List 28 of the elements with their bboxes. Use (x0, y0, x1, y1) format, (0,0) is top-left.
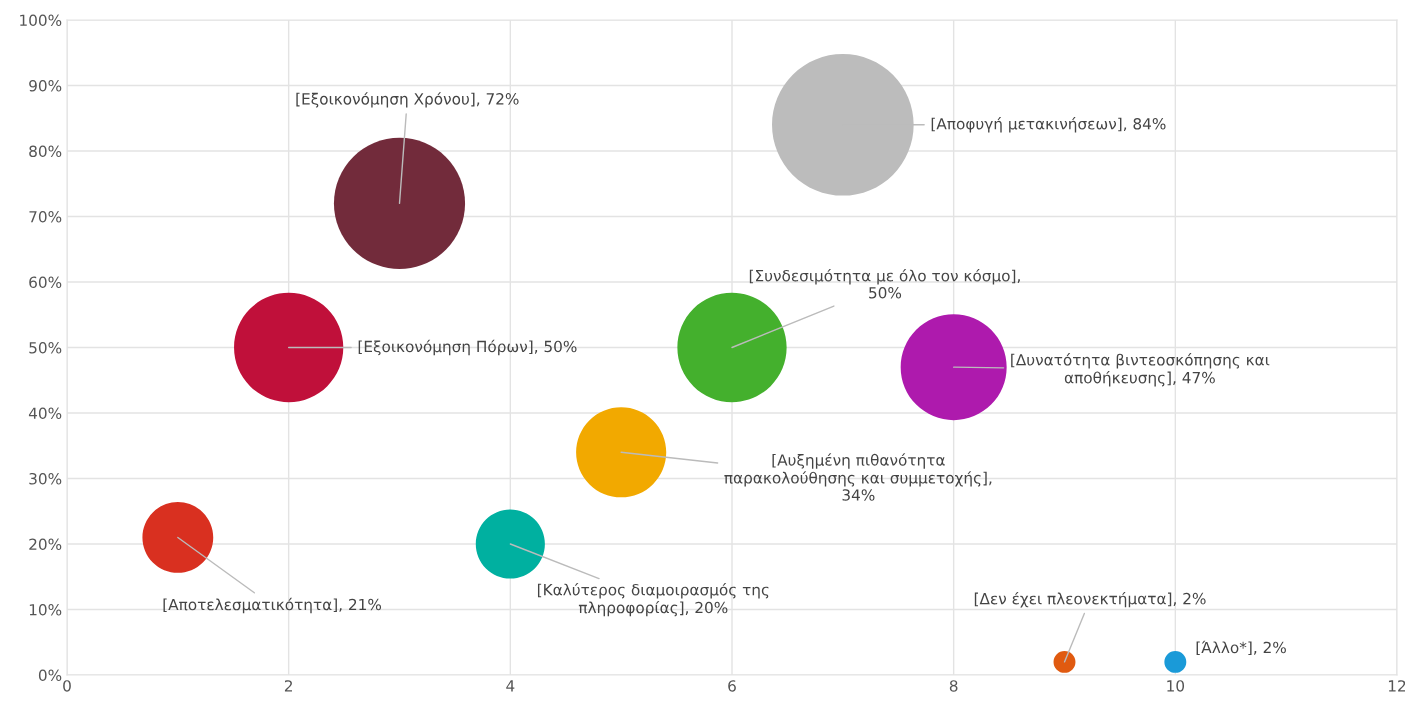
y-tick-label: 70% (29, 210, 62, 223)
y-tick-label: 90% (29, 79, 62, 92)
annotation: [Δεν έχει πλεονεκτήματα], 2% (974, 591, 1206, 608)
y-tick-label: 30% (29, 472, 62, 485)
annotation: [Αποφυγή μετακινήσεων], 84% (931, 117, 1166, 133)
y-tick-label: 0% (38, 669, 62, 682)
x-tick-label: 6 (728, 680, 736, 692)
annotation: [Καλύτερος διαμοιρασμός της πληροφορίας], 20% (537, 583, 769, 617)
annotation: [Άλλο*], 2% (1196, 640, 1286, 656)
y-tick-label: 10% (29, 603, 62, 616)
annotation: [Αυξημένη πιθανότητα παρακολούθησης και συμμετοχής], 34% (724, 453, 992, 501)
y-tick-label: 40% (28, 407, 62, 420)
annotation: [Συνδεσιμότητα με όλο τον κόσμο], 50% (749, 269, 1020, 299)
x-tick-label: 12 (1388, 680, 1405, 692)
y-tick-label: 100% (20, 14, 62, 27)
x-tick-label: 2 (284, 680, 292, 692)
annotation: [Δυνατότητα βιντεοσκόπησης και αποθήκευσης], 47% (1011, 353, 1270, 387)
annotation: [Αποτελεσματικότητα], 21% (163, 597, 382, 614)
y-tick-label: 60% (29, 276, 62, 289)
y-tick-label: 20% (29, 538, 62, 551)
annotation: [Εξοικονόμηση Πόρων], 50% (358, 339, 577, 356)
y-tick-label: 50% (29, 341, 62, 354)
x-tick-label: 4 (506, 680, 515, 692)
y-tick-label: 80% (29, 145, 62, 158)
x-tick-label: 0 (63, 680, 71, 692)
x-tick-label: 10 (1167, 680, 1185, 692)
annotation: [Εξοικονόμηση Χρόνου], 72% (296, 92, 519, 108)
x-tick-label: 8 (949, 680, 958, 692)
